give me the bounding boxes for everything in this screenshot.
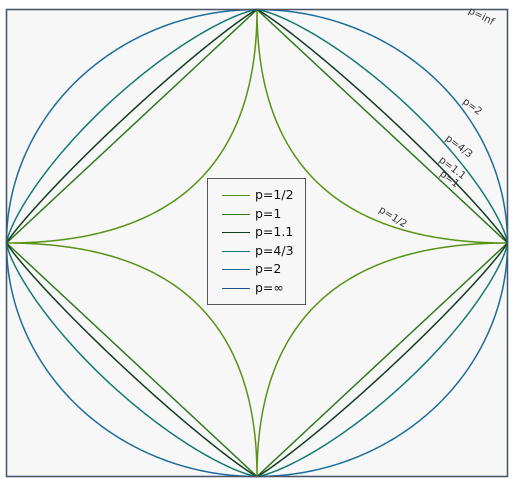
legend-entry: p=1/2 [208,186,305,205]
legend: p=1/2 p=1 p=1.1 p=4/3 p=2 p=∞ [207,178,306,305]
legend-label: p=1 [255,205,282,221]
legend-entry: p=∞ [208,279,305,298]
legend-swatch [222,213,250,215]
legend-swatch [222,250,250,252]
legend-label: p=1.1 [255,224,294,239]
legend-swatch [222,195,250,196]
legend-swatch [222,287,250,289]
legend-label: p=4/3 [255,242,294,258]
curve-p-1-2 [6,9,508,477]
legend-label: p=2 [255,261,282,276]
legend-swatch [222,232,250,233]
legend-swatch [222,269,250,270]
legend-entry: p=4/3 [208,242,305,261]
legend-label: p=1/2 [255,187,294,202]
legend-entry: p=2 [208,260,305,279]
legend-entry: p=1 [208,205,305,224]
legend-label: p=∞ [255,279,284,295]
legend-entry: p=1.1 [208,223,305,242]
plot-frame [6,9,508,477]
